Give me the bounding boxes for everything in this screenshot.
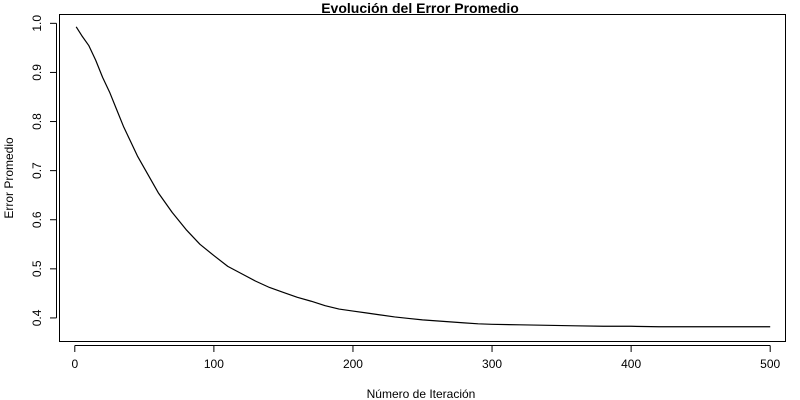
x-tick-label: 400 bbox=[621, 357, 641, 371]
x-tick-label: 500 bbox=[760, 357, 780, 371]
chart-title: Evolución del Error Promedio bbox=[321, 0, 519, 16]
y-tick-label: 0.6 bbox=[30, 211, 44, 228]
x-axis: 0 100 200 300 400 500 bbox=[71, 345, 781, 371]
x-tick-label: 100 bbox=[204, 357, 224, 371]
y-tick-label: 0.5 bbox=[30, 260, 44, 277]
x-tick-label: 200 bbox=[343, 357, 363, 371]
x-tick-label: 0 bbox=[71, 357, 78, 371]
series-line bbox=[75, 26, 771, 328]
y-tick-label: 0.4 bbox=[30, 309, 44, 326]
y-tick-label: 1.0 bbox=[30, 15, 44, 32]
y-axis: 0.4 0.5 0.6 0.7 0.8 0.9 1.0 bbox=[30, 15, 57, 326]
series-layer bbox=[75, 26, 771, 328]
y-tick-label: 0.8 bbox=[30, 113, 44, 130]
y-tick-label: 0.9 bbox=[30, 64, 44, 81]
y-tick-label: 0.7 bbox=[30, 162, 44, 179]
plot-frame bbox=[59, 14, 786, 342]
x-axis-title: Número de Iteración bbox=[367, 387, 476, 400]
y-axis-title: Error Promedio bbox=[2, 137, 16, 219]
x-tick-label: 300 bbox=[482, 357, 502, 371]
